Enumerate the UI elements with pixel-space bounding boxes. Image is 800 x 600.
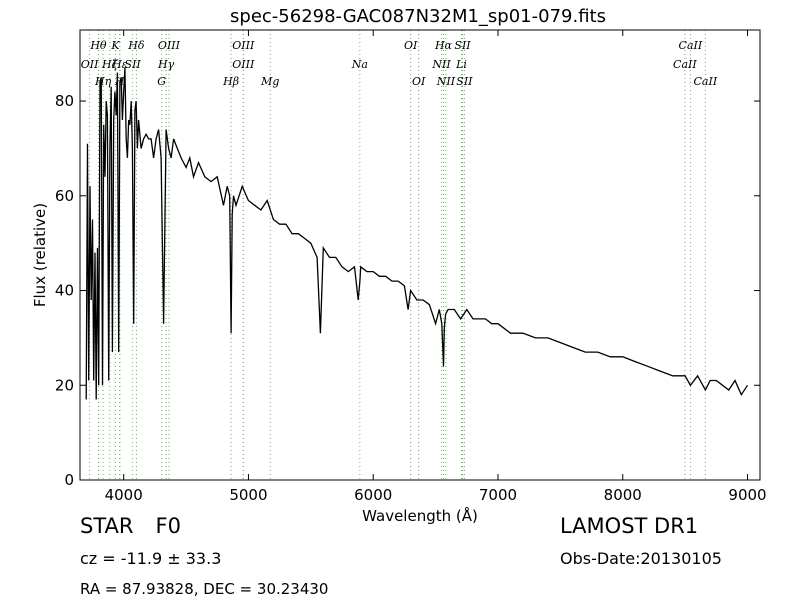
subclass-label: F0 [155,514,181,538]
line-label-13: OIII [232,58,255,71]
spectrum-line [85,67,749,400]
y-tick-label: 20 [55,376,74,394]
line-label-11: G [157,75,166,88]
redshift-text: cz = -11.9 ± 33.3 [80,549,222,568]
x-axis-label: Wavelength (Å) [362,506,478,525]
x-tick-label: 9000 [728,486,766,504]
line-label-2: Hη [94,75,112,88]
y-tick-label: 0 [64,471,74,489]
line-label-24: SII [456,75,473,88]
line-label-7: H [114,75,125,88]
line-label-10: Hγ [157,58,175,71]
observation-date: Obs-Date:20130105 [560,549,722,568]
y-axis-label: Flux (relative) [31,203,49,307]
line-label-16: Na [351,58,368,71]
line-label-25: CaII [679,39,703,52]
line-label-22: Li [455,58,467,71]
line-label-0: OII [81,58,99,71]
x-axis: 4000 5000 6000 7000 8000 9000 [105,30,767,504]
line-label-9: OIII [158,39,181,52]
x-tick-label: 8000 [604,486,642,504]
line-label-4: K [110,39,120,52]
y-tick-label: 60 [55,187,74,205]
coordinates-text: RA = 87.93828, DEC = 30.23430 [80,580,329,598]
line-label-14: Hβ [222,75,239,88]
line-label-3: Hζ [101,58,119,71]
x-tick-label: 6000 [354,486,392,504]
line-label-8: Hδ [127,39,145,52]
y-tick-label: 40 [55,282,74,300]
x-tick-label: 7000 [479,486,517,504]
line-label-21: NII [431,58,451,71]
object-class: STAR F0 [80,514,181,538]
line-label-19: Hα [434,39,453,52]
line-label-17: OI [404,39,418,52]
y-axis: 0 20 40 60 80 [55,92,760,489]
x-tick-label: 4000 [105,486,143,504]
line-label-12: OIII [232,39,255,52]
chart-title: spec-56298-GAC087N32M1_sp01-079.fits [230,6,606,27]
line-label-26: CaII [673,58,697,71]
class-label: STAR [80,514,134,538]
line-label-6: SII [125,58,142,71]
line-label-18: OI [412,75,426,88]
line-label-15: Mg [260,75,279,88]
survey-name: LAMOST DR1 [560,514,699,538]
y-tick-label: 80 [55,92,74,110]
x-tick-label: 5000 [229,486,267,504]
plot-frame [79,29,761,481]
line-label-5: Hε [111,58,128,71]
emission-line-markers [89,30,706,480]
line-label-23: NII [436,75,456,88]
line-label-20: SII [454,39,471,52]
line-label-27: CaII [694,75,718,88]
line-label-1: Hθ [89,39,107,52]
